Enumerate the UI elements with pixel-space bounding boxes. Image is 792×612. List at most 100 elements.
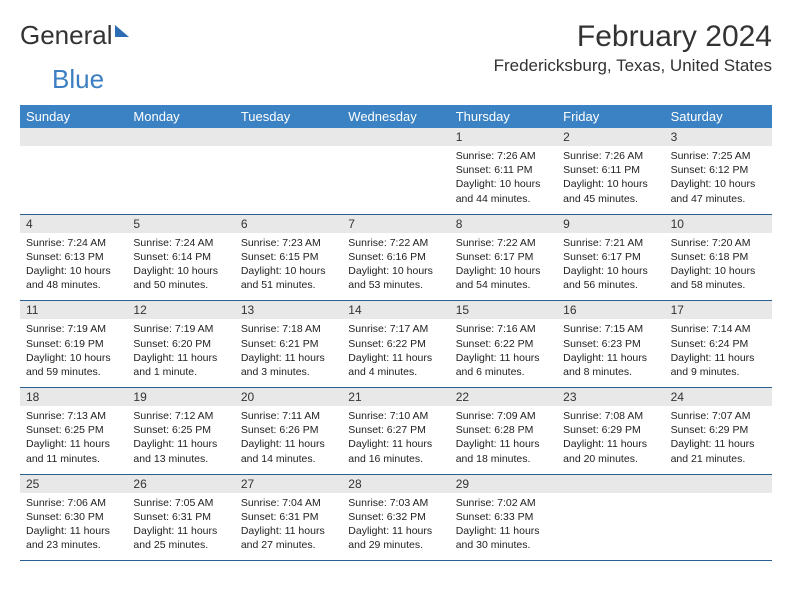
day-number: 11 — [20, 301, 127, 319]
day-detail: Sunrise: 7:02 AMSunset: 6:33 PMDaylight:… — [450, 493, 557, 561]
day-detail-line: Sunset: 6:22 PM — [348, 337, 443, 351]
day-detail-line: Daylight: 11 hours — [241, 524, 336, 538]
day-detail: Sunrise: 7:06 AMSunset: 6:30 PMDaylight:… — [20, 493, 127, 561]
day-detail: Sunrise: 7:08 AMSunset: 6:29 PMDaylight:… — [557, 406, 664, 474]
day-detail — [342, 146, 449, 214]
day-number: 21 — [342, 388, 449, 406]
day-number: 19 — [127, 388, 234, 406]
day-number: 1 — [450, 128, 557, 146]
day-number: 12 — [127, 301, 234, 319]
day-detail-line: Sunrise: 7:17 AM — [348, 322, 443, 336]
day-number: 29 — [450, 475, 557, 493]
day-detail-line: Sunrise: 7:12 AM — [133, 409, 228, 423]
day-detail: Sunrise: 7:19 AMSunset: 6:19 PMDaylight:… — [20, 319, 127, 387]
day-detail: Sunrise: 7:12 AMSunset: 6:25 PMDaylight:… — [127, 406, 234, 474]
day-detail: Sunrise: 7:20 AMSunset: 6:18 PMDaylight:… — [665, 233, 772, 301]
day-detail-line: Sunset: 6:25 PM — [26, 423, 121, 437]
day-detail-line: and 48 minutes. — [26, 278, 121, 292]
day-detail-line: Daylight: 11 hours — [348, 351, 443, 365]
day-number: 10 — [665, 215, 772, 233]
day-number: 3 — [665, 128, 772, 146]
day-detail-line: Sunrise: 7:11 AM — [241, 409, 336, 423]
day-detail-line: Sunrise: 7:06 AM — [26, 496, 121, 510]
day-detail-line: and 59 minutes. — [26, 365, 121, 379]
logo-text-1: General — [20, 20, 113, 51]
day-detail-line: Daylight: 11 hours — [26, 437, 121, 451]
detail-row: Sunrise: 7:26 AMSunset: 6:11 PMDaylight:… — [20, 146, 772, 214]
day-number: 15 — [450, 301, 557, 319]
day-detail-line: Daylight: 11 hours — [563, 437, 658, 451]
day-detail-line: Sunset: 6:23 PM — [563, 337, 658, 351]
day-detail — [665, 493, 772, 561]
day-detail-line: Sunrise: 7:16 AM — [456, 322, 551, 336]
day-detail-line: Sunrise: 7:25 AM — [671, 149, 766, 163]
day-detail-line: Sunset: 6:29 PM — [671, 423, 766, 437]
day-detail-line: and 51 minutes. — [241, 278, 336, 292]
day-number: 6 — [235, 215, 342, 233]
month-title: February 2024 — [494, 20, 772, 54]
day-detail-line: Daylight: 11 hours — [348, 524, 443, 538]
day-detail-line: Sunset: 6:17 PM — [456, 250, 551, 264]
day-number — [20, 128, 127, 146]
day-number: 14 — [342, 301, 449, 319]
day-detail: Sunrise: 7:17 AMSunset: 6:22 PMDaylight:… — [342, 319, 449, 387]
weekday-label: Wednesday — [342, 105, 449, 128]
day-detail-line: Daylight: 11 hours — [133, 524, 228, 538]
day-detail: Sunrise: 7:26 AMSunset: 6:11 PMDaylight:… — [450, 146, 557, 214]
day-detail: Sunrise: 7:07 AMSunset: 6:29 PMDaylight:… — [665, 406, 772, 474]
day-detail-line: Sunrise: 7:05 AM — [133, 496, 228, 510]
day-detail-line: Sunrise: 7:18 AM — [241, 322, 336, 336]
daynum-row: 2526272829 — [20, 475, 772, 493]
day-detail — [20, 146, 127, 214]
day-number: 7 — [342, 215, 449, 233]
day-detail-line: Sunrise: 7:26 AM — [456, 149, 551, 163]
day-detail-line: Daylight: 11 hours — [348, 437, 443, 451]
day-detail-line: Sunset: 6:26 PM — [241, 423, 336, 437]
day-detail-line: Daylight: 10 hours — [563, 177, 658, 191]
day-detail-line: and 3 minutes. — [241, 365, 336, 379]
day-detail: Sunrise: 7:05 AMSunset: 6:31 PMDaylight:… — [127, 493, 234, 561]
day-number: 26 — [127, 475, 234, 493]
day-detail-line: Sunset: 6:16 PM — [348, 250, 443, 264]
day-detail-line: Sunrise: 7:07 AM — [671, 409, 766, 423]
day-detail-line: Sunset: 6:19 PM — [26, 337, 121, 351]
day-detail-line: Daylight: 11 hours — [133, 351, 228, 365]
day-detail-line: Sunrise: 7:19 AM — [133, 322, 228, 336]
weekday-label: Friday — [557, 105, 664, 128]
day-detail-line: Daylight: 11 hours — [671, 437, 766, 451]
day-detail: Sunrise: 7:14 AMSunset: 6:24 PMDaylight:… — [665, 319, 772, 387]
day-detail-line: Daylight: 11 hours — [26, 524, 121, 538]
day-number: 24 — [665, 388, 772, 406]
day-detail-line: and 50 minutes. — [133, 278, 228, 292]
day-number: 23 — [557, 388, 664, 406]
day-detail-line: Sunrise: 7:24 AM — [133, 236, 228, 250]
day-number: 4 — [20, 215, 127, 233]
day-detail-line: Sunset: 6:28 PM — [456, 423, 551, 437]
day-detail-line: Sunrise: 7:22 AM — [456, 236, 551, 250]
daynum-row: 11121314151617 — [20, 301, 772, 319]
day-detail-line: Daylight: 11 hours — [563, 351, 658, 365]
day-detail: Sunrise: 7:03 AMSunset: 6:32 PMDaylight:… — [342, 493, 449, 561]
calendar-week: 123Sunrise: 7:26 AMSunset: 6:11 PMDaylig… — [20, 128, 772, 215]
day-detail-line: Sunrise: 7:24 AM — [26, 236, 121, 250]
calendar-week: 2526272829Sunrise: 7:06 AMSunset: 6:30 P… — [20, 475, 772, 562]
weekday-header: Sunday Monday Tuesday Wednesday Thursday… — [20, 105, 772, 128]
day-detail-line: Sunset: 6:17 PM — [563, 250, 658, 264]
day-detail-line: and 23 minutes. — [26, 538, 121, 552]
day-detail-line: Sunset: 6:22 PM — [456, 337, 551, 351]
day-detail-line: Daylight: 11 hours — [456, 351, 551, 365]
day-detail-line: Sunrise: 7:26 AM — [563, 149, 658, 163]
day-detail-line: Daylight: 10 hours — [671, 264, 766, 278]
day-detail-line: Daylight: 10 hours — [671, 177, 766, 191]
day-number — [235, 128, 342, 146]
day-detail-line: Daylight: 10 hours — [348, 264, 443, 278]
daynum-row: 18192021222324 — [20, 388, 772, 406]
day-detail-line: Daylight: 11 hours — [241, 437, 336, 451]
day-detail-line: and 13 minutes. — [133, 452, 228, 466]
day-detail-line: Daylight: 11 hours — [671, 351, 766, 365]
day-detail-line: Sunrise: 7:13 AM — [26, 409, 121, 423]
day-detail: Sunrise: 7:22 AMSunset: 6:16 PMDaylight:… — [342, 233, 449, 301]
day-detail-line: and 9 minutes. — [671, 365, 766, 379]
day-detail-line: Sunset: 6:31 PM — [133, 510, 228, 524]
day-detail-line: Daylight: 10 hours — [563, 264, 658, 278]
